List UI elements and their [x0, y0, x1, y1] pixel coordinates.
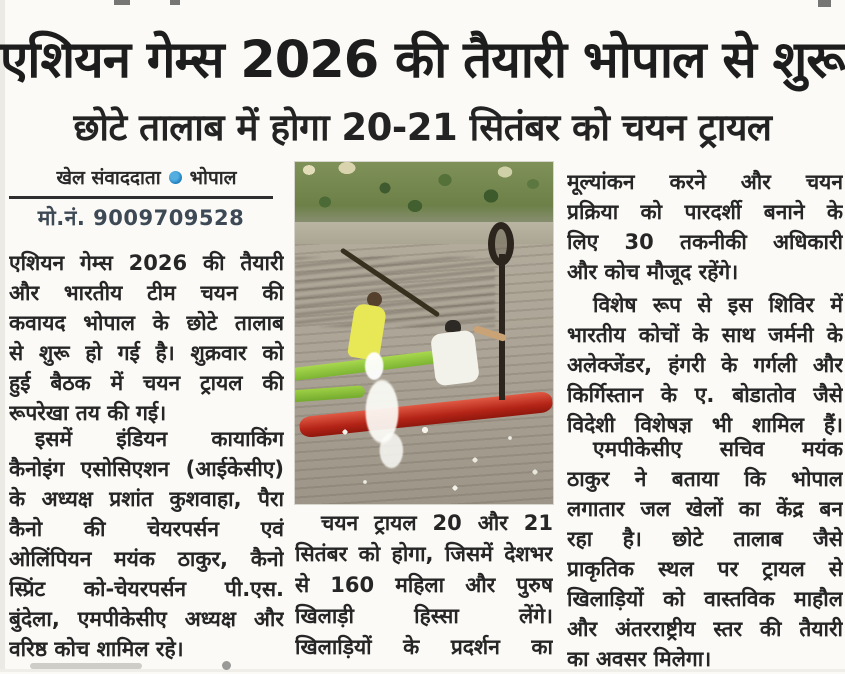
photo-shoreline — [295, 222, 553, 244]
right-paragraph-2: विशेष रूप से इस शिविर में भारतीय कोचों के… — [567, 293, 843, 437]
photo-water-spray — [325, 412, 545, 504]
page-bottom-edge — [0, 669, 845, 672]
photo-left-paddler-head — [367, 292, 382, 307]
right-paragraph-1: मूल्यांकन करने और चयन प्रक्रिया को पारदर्… — [567, 170, 843, 284]
photo-pole — [499, 254, 505, 400]
byline-divider — [9, 196, 273, 199]
byline-location: भोपाल — [189, 167, 237, 189]
right-paragraph-3: एमपीकेसीए सचिव मयंक ठाकुर ने बताया कि भोप… — [567, 437, 843, 671]
byline-author: खेल संवाददाता — [56, 167, 161, 189]
news-photo — [295, 162, 553, 504]
reporter-phone-number: मो.नं. 9009709528 — [37, 206, 245, 230]
cropped-text-fragment-bottom — [30, 663, 142, 669]
left-paragraph-1: एशियन गेम्स 2026 की तैयारी और भारतीय टीम … — [9, 251, 284, 425]
page-left-edge — [0, 0, 5, 672]
cropped-text-fragment-top — [170, 0, 180, 5]
sub-headline: छोटे तालाब में होगा 20-21 सितंबर को चयन … — [73, 105, 772, 149]
left-paragraph-2: इसमें इंडियन कायाकिंग कैनोइंग एसोसिएशन (आ… — [9, 427, 284, 661]
byline: खेल संवाददाता भोपाल — [9, 164, 284, 190]
cropped-text-fragment-top — [114, 0, 130, 5]
main-headline: एशियन गेम्स 2026 की तैयारी भोपाल से शुरू — [0, 31, 845, 90]
photo-caption-paragraph: चयन ट्रायल 20 और 21 सितंबर को होगा, जिसमे… — [295, 511, 553, 659]
photo-trees — [295, 162, 553, 224]
photo-right-paddler-cap — [445, 320, 461, 332]
cropped-text-fragment-top — [818, 0, 831, 7]
photo-water-shadow — [295, 257, 495, 327]
photo-right-paddler-shirt — [429, 329, 481, 387]
cropped-text-fragment-bottom — [222, 661, 231, 670]
byline-dot-icon — [168, 170, 182, 184]
